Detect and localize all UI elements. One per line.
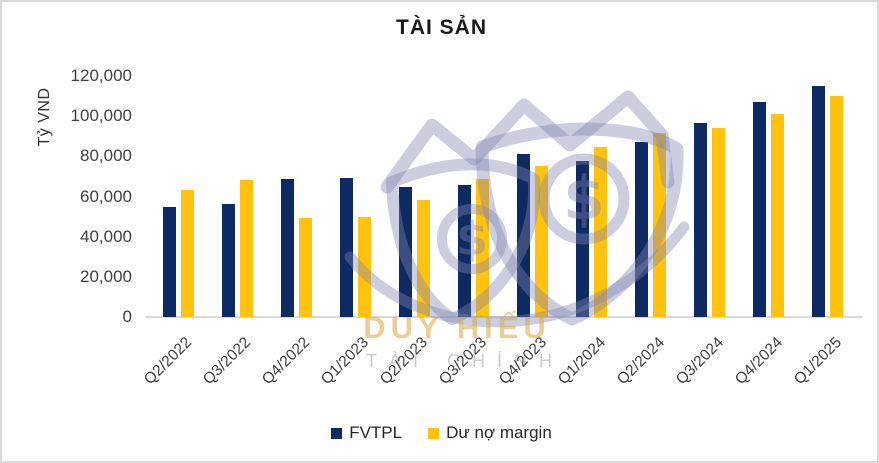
bar-fvtpl-Q1-2024 bbox=[576, 161, 590, 317]
y-tick-label: 80,000 bbox=[80, 146, 132, 166]
bar-fvtpl-Q3-2022 bbox=[221, 204, 235, 317]
y-tick-label: 120,000 bbox=[70, 66, 132, 85]
legend-label: FVTPL bbox=[349, 423, 403, 442]
bar-margin-Q1-2025 bbox=[830, 96, 844, 317]
bar-margin-Q3-2022 bbox=[239, 180, 253, 317]
bar-margin-Q4-2023 bbox=[535, 166, 549, 317]
chart-title: TÀI SẢN bbox=[396, 16, 487, 39]
bar-margin-Q4-2024 bbox=[771, 114, 785, 317]
x-tick-label: Q2/2023 bbox=[377, 334, 432, 389]
x-tick-label: Q3/2022 bbox=[200, 334, 255, 389]
legend-label: Dư nợ margin bbox=[446, 423, 552, 442]
x-tick-label: Q3/2023 bbox=[436, 334, 491, 389]
y-tick-label: 0 bbox=[122, 307, 132, 326]
bar-fvtpl-Q2-2024 bbox=[635, 142, 649, 317]
legend-item-fvtpl: FVTPL bbox=[331, 423, 402, 443]
bar-fvtpl-Q2-2022 bbox=[162, 207, 176, 317]
y-tick-label: 40,000 bbox=[80, 226, 132, 246]
x-tick-label: Q1/2023 bbox=[318, 334, 373, 389]
bar-margin-Q2-2024 bbox=[653, 133, 667, 317]
bar-margin-Q4-2022 bbox=[298, 218, 312, 317]
bar-margin-Q1-2024 bbox=[594, 147, 608, 317]
legend: FVTPL Dư nợ margin bbox=[2, 423, 877, 443]
y-tick-label: 20,000 bbox=[80, 266, 132, 286]
x-tick-label: Q1/2024 bbox=[554, 334, 609, 389]
bar-fvtpl-Q4-2024 bbox=[753, 102, 767, 317]
bar-fvtpl-Q3-2024 bbox=[694, 123, 708, 317]
watermark-coin-small bbox=[437, 204, 507, 274]
x-tick-label: Q4/2023 bbox=[495, 334, 550, 389]
legend-item-margin: Dư nợ margin bbox=[428, 423, 552, 443]
bar-margin-Q2-2023 bbox=[416, 200, 430, 317]
bar-fvtpl-Q4-2023 bbox=[517, 154, 531, 317]
bar-fvtpl-Q4-2022 bbox=[280, 179, 294, 317]
y-tick-label: 100,000 bbox=[70, 106, 132, 126]
x-tick-label: Q2/2022 bbox=[140, 334, 196, 389]
bar-fvtpl-Q1-2023 bbox=[339, 178, 353, 317]
legend-swatch-icon bbox=[331, 427, 343, 439]
legend-swatch-icon bbox=[428, 427, 440, 439]
x-tick-label: Q2/2024 bbox=[613, 334, 668, 389]
bar-margin-Q3-2023 bbox=[475, 179, 489, 317]
bar-fvtpl-Q1-2025 bbox=[812, 86, 826, 317]
bar-margin-Q1-2023 bbox=[357, 217, 371, 317]
x-tick-label: Q1/2025 bbox=[790, 334, 845, 389]
bar-fvtpl-Q2-2023 bbox=[398, 187, 412, 317]
x-tick-label: Q4/2024 bbox=[731, 334, 786, 389]
bar-margin-Q2-2022 bbox=[180, 190, 194, 317]
bar-fvtpl-Q3-2023 bbox=[457, 185, 471, 317]
bar-margin-Q3-2024 bbox=[712, 128, 726, 317]
y-tick-label: 60,000 bbox=[80, 186, 132, 206]
x-axis-line bbox=[146, 316, 862, 318]
x-tick-label: Q4/2022 bbox=[259, 334, 314, 389]
x-tick-label: Q3/2024 bbox=[672, 334, 727, 389]
